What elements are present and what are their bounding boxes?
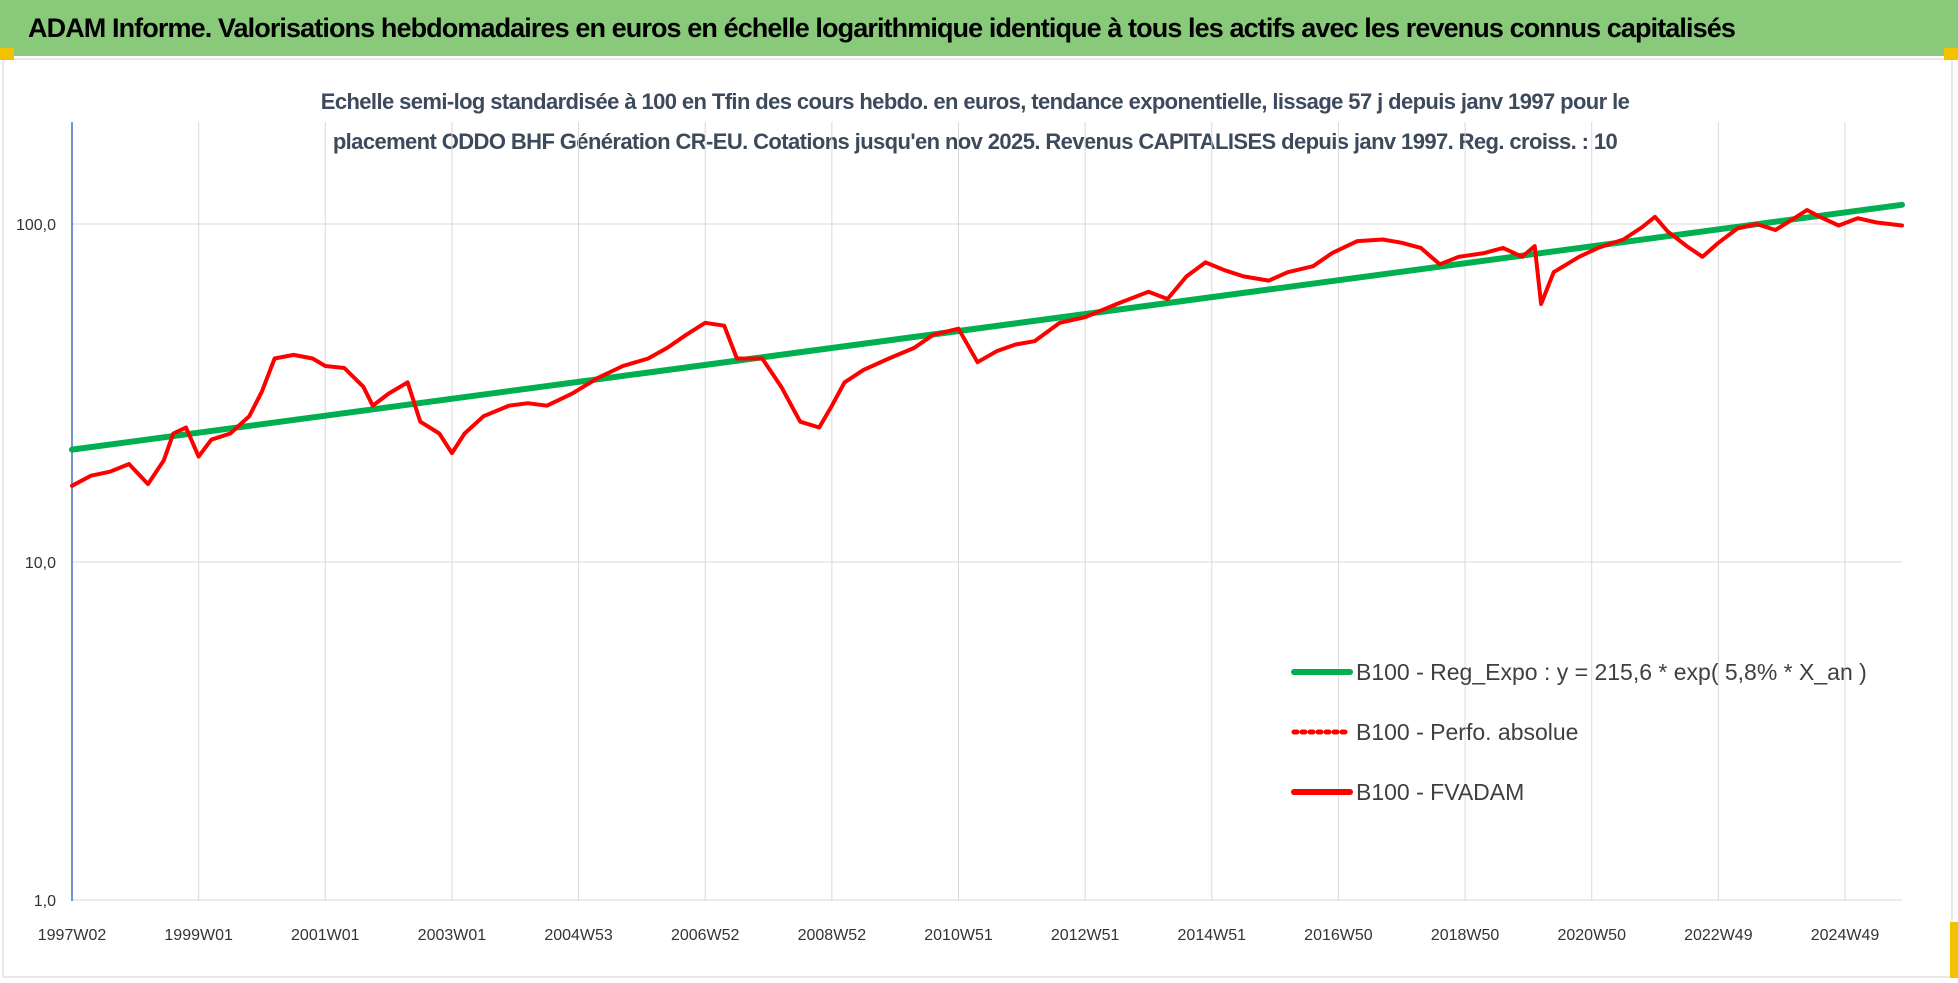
x-tick-label: 1997W02 [38,927,107,944]
report-banner: ADAM Informe. Valorisations hebdomadaire… [0,0,1958,56]
y-tick-label: 1,0 [34,893,56,910]
x-tick-label: 2008W52 [798,927,867,944]
series-line-fvadam [70,208,1904,488]
x-tick-label: 2010W51 [924,927,993,944]
x-tick-label: 2001W01 [291,927,360,944]
corner-marker-top-left [0,48,14,60]
x-tick-label: 1999W01 [164,927,233,944]
y-tick-label: 100,0 [16,217,56,234]
x-tick-label: 2022W49 [1684,927,1753,944]
chart-title-line-1: Echelle semi-log standardisée à 100 en T… [320,89,1630,114]
x-tick-label: 2012W51 [1051,927,1120,944]
corner-marker-bottom-right [1950,922,1958,978]
series-line-regression [69,201,1905,453]
report-title: ADAM Informe. Valorisations hebdomadaire… [28,12,1736,43]
x-tick-label: 2020W50 [1557,927,1626,944]
x-tick-label: 2014W51 [1178,927,1247,944]
x-tick-label: 2016W50 [1304,927,1373,944]
chart-title: Echelle semi-log standardisée à 100 en T… [150,82,1800,162]
chart-title-line-2: placement ODDO BHF Génération CR-EU. Cot… [332,129,1618,154]
x-tick-label: 2006W52 [671,927,740,944]
x-tick-label: 2018W50 [1431,927,1500,944]
legend-label: B100 - Perfo. absolue [1356,719,1578,745]
x-tick-label: 2024W49 [1811,927,1880,944]
corner-marker-top-right [1944,48,1958,60]
legend-label: B100 - FVADAM [1356,779,1524,805]
y-tick-label: 10,0 [25,555,56,572]
x-tick-label: 2004W53 [544,927,613,944]
legend-label: B100 - Reg_Expo : y = 215,6 * exp( 5,8% … [1356,659,1867,685]
chart-frame [2,58,1953,978]
x-tick-label: 2003W01 [418,927,487,944]
